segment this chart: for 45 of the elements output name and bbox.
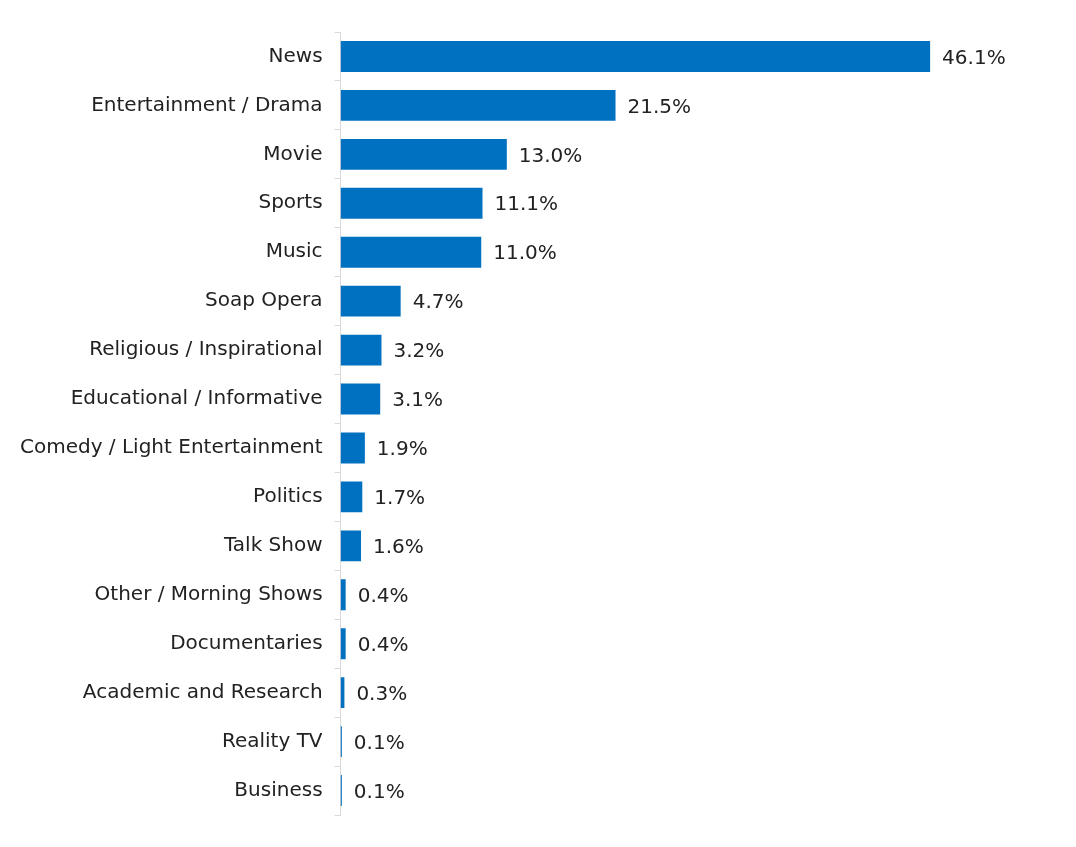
y-tick-label: Politics [253, 483, 323, 508]
data-label: 0.4% [357, 631, 409, 656]
bar [340, 187, 483, 219]
y-tick-label: Other / Morning Shows [94, 580, 323, 605]
bar [340, 285, 401, 317]
bar [340, 383, 381, 415]
data-label: 1.9% [376, 436, 428, 461]
y-tick-label: Movie [263, 140, 323, 165]
bar [340, 138, 507, 170]
data-label: 1.6% [373, 534, 424, 559]
bar [340, 432, 365, 464]
data-label: 0.1% [353, 778, 405, 803]
y-tick-label: Business [234, 776, 323, 801]
y-tick-label: Reality TV [221, 727, 323, 752]
y-tick-label: Sports [258, 189, 323, 214]
y-tick-label: Talk Show [222, 532, 323, 557]
y-tick-label: Academic and Research [82, 678, 323, 703]
y-tick-label: Soap Opera [205, 287, 323, 312]
bar [340, 628, 346, 660]
y-tick-label: Educational / Informative [70, 385, 323, 410]
data-label: 4.7% [412, 289, 464, 314]
data-label: 0.4% [357, 582, 409, 607]
data-label: 3.2% [393, 338, 445, 363]
y-tick-label: Comedy / Light Entertainment [20, 434, 323, 459]
y-tick-label: News [268, 42, 323, 67]
data-label: 11.0% [493, 240, 557, 265]
data-label: 3.1% [392, 387, 444, 412]
bar [340, 481, 363, 513]
bar [340, 334, 382, 366]
y-tick-label: Music [265, 238, 323, 263]
y-tick-label: Documentaries [170, 629, 323, 654]
data-label: 1.7% [374, 485, 426, 510]
bar [340, 89, 616, 121]
data-label: 0.1% [353, 729, 405, 754]
data-label: 46.1% [942, 44, 1006, 69]
y-tick-label: Religious / Inspirational [89, 336, 323, 361]
bar [340, 41, 931, 72]
bar [340, 530, 362, 562]
data-label: 21.5% [627, 93, 692, 118]
data-label: 0.3% [356, 680, 408, 705]
bar [340, 579, 346, 611]
y-tick-label: Entertainment / Drama [91, 91, 323, 116]
bar [340, 236, 482, 268]
data-label: 11.1% [494, 191, 559, 216]
data-label: 13.0% [518, 142, 583, 167]
